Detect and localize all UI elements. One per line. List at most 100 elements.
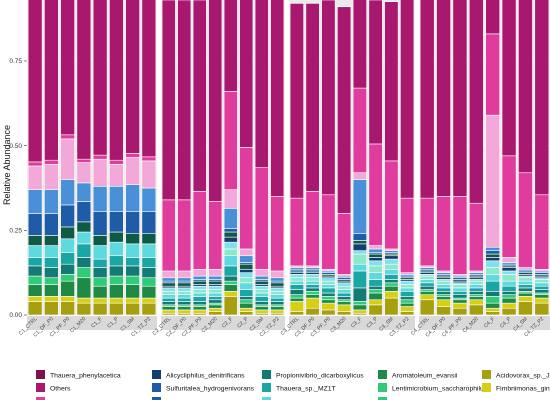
bar-segment: [518, 0, 533, 174]
bar-segment: [161, 270, 176, 279]
bar-segment: [518, 287, 533, 292]
legend-swatch-clipped: [36, 397, 45, 400]
bar-segment: [485, 114, 501, 248]
bar-segment: [452, 0, 468, 197]
bar-segment: [27, 257, 43, 267]
bar-segment: [501, 297, 517, 304]
bar-segment: [60, 134, 75, 140]
bar-segment: [125, 257, 140, 267]
bar-segment: [125, 0, 140, 154]
bar-segment: [305, 290, 320, 295]
bar-segment: [270, 196, 285, 272]
bar-segment: [368, 285, 383, 290]
legend-label: Sulfuritalea_hydrogenivorans: [166, 386, 255, 393]
bar-segment: [60, 280, 75, 297]
bar-segment: [92, 267, 108, 279]
legend-swatch-clipped: [262, 397, 271, 400]
bar-segment: [141, 297, 157, 304]
bar-segment: [60, 296, 75, 302]
bar-segment: [76, 302, 92, 316]
bar-segment: [141, 156, 157, 162]
bar-segment: [352, 179, 367, 235]
bar-segment: [141, 267, 157, 279]
bar-segment: [125, 153, 140, 158]
bar-segment: [321, 194, 336, 270]
legend-swatch: [482, 383, 491, 392]
bar-segment: [254, 280, 269, 285]
bar-segment: [141, 211, 157, 235]
bar-segment: [92, 245, 108, 260]
legend-item: Aromatoleum_evansii: [378, 370, 458, 380]
legend-label: Thauera_sp._MZ1T: [276, 386, 336, 393]
legend: Thauera_phenylacetica Others Alicycliphilu…: [36, 370, 550, 400]
legend-item: Propionivibrio_dicarboxylicus: [262, 370, 364, 380]
bar-segment: [468, 0, 484, 204]
bar-segment: [400, 296, 415, 301]
legend-swatch: [36, 383, 45, 392]
bar-C1_M20: [76, 0, 92, 316]
bar-segment: [254, 301, 269, 306]
bar-segment: [305, 3, 320, 192]
bar-segment: [44, 189, 59, 214]
bar-segment: [177, 199, 192, 272]
bar-segment: [223, 275, 238, 282]
bar-segment: [270, 306, 285, 311]
bar-C3_M20: [337, 6, 352, 316]
bar-segment: [208, 296, 223, 301]
bar-segment: [352, 309, 367, 314]
bar-segment: [192, 275, 207, 280]
bar-segment: [239, 272, 254, 279]
bar-segment: [270, 294, 285, 299]
bar-segment: [44, 245, 59, 258]
bar-segment: [109, 0, 124, 161]
bar-segment: [92, 158, 108, 187]
bar-segment: [485, 302, 501, 309]
bar-segment: [141, 277, 157, 287]
bar-segment: [468, 202, 484, 272]
bar-segment: [501, 294, 517, 299]
bar-segment: [305, 307, 320, 316]
bar-segment: [141, 285, 157, 299]
bar-segment: [125, 265, 140, 277]
bar-segment: [161, 282, 176, 287]
panel-strip: [161, 316, 285, 330]
bar-segment: [239, 263, 254, 270]
bar-segment: [534, 294, 550, 299]
bar-segment: [400, 0, 415, 199]
bar-segment: [177, 301, 192, 306]
bar-segment: [321, 299, 336, 304]
bar-segment: [254, 306, 269, 311]
bar-segment: [141, 257, 157, 268]
bar-segment: [534, 289, 550, 294]
bar-segment: [76, 221, 92, 233]
bar-segment: [192, 289, 207, 294]
bar-segment: [289, 3, 304, 199]
bar-segment: [468, 290, 484, 295]
bar-C1_CTRL: [27, 0, 43, 316]
bar-segment: [27, 213, 43, 236]
bar-segment: [436, 306, 451, 316]
bar-segment: [223, 91, 238, 190]
bar-segment: [177, 270, 192, 279]
bar-segment: [44, 257, 59, 268]
bar-segment: [485, 257, 501, 262]
legend-label: Thauera_phenylacetica: [50, 373, 121, 380]
bar-segment: [161, 294, 176, 299]
bar-segment: [239, 268, 254, 273]
bar-segment: [92, 302, 108, 316]
bar-segment: [125, 284, 140, 299]
bar-segment: [436, 0, 451, 197]
bar-segment: [534, 285, 550, 290]
bar-C2_SM: [254, 0, 269, 316]
bar-segment: [452, 302, 468, 309]
bar-segment: [485, 274, 501, 282]
bar-C4_TZ_P2: [534, 0, 550, 316]
bar-segment: [485, 307, 501, 312]
bar-segment: [534, 297, 550, 304]
bar-segment: [337, 213, 352, 275]
bar-segment: [501, 302, 517, 309]
bar-segment: [368, 265, 383, 273]
bar-segment: [384, 160, 399, 250]
